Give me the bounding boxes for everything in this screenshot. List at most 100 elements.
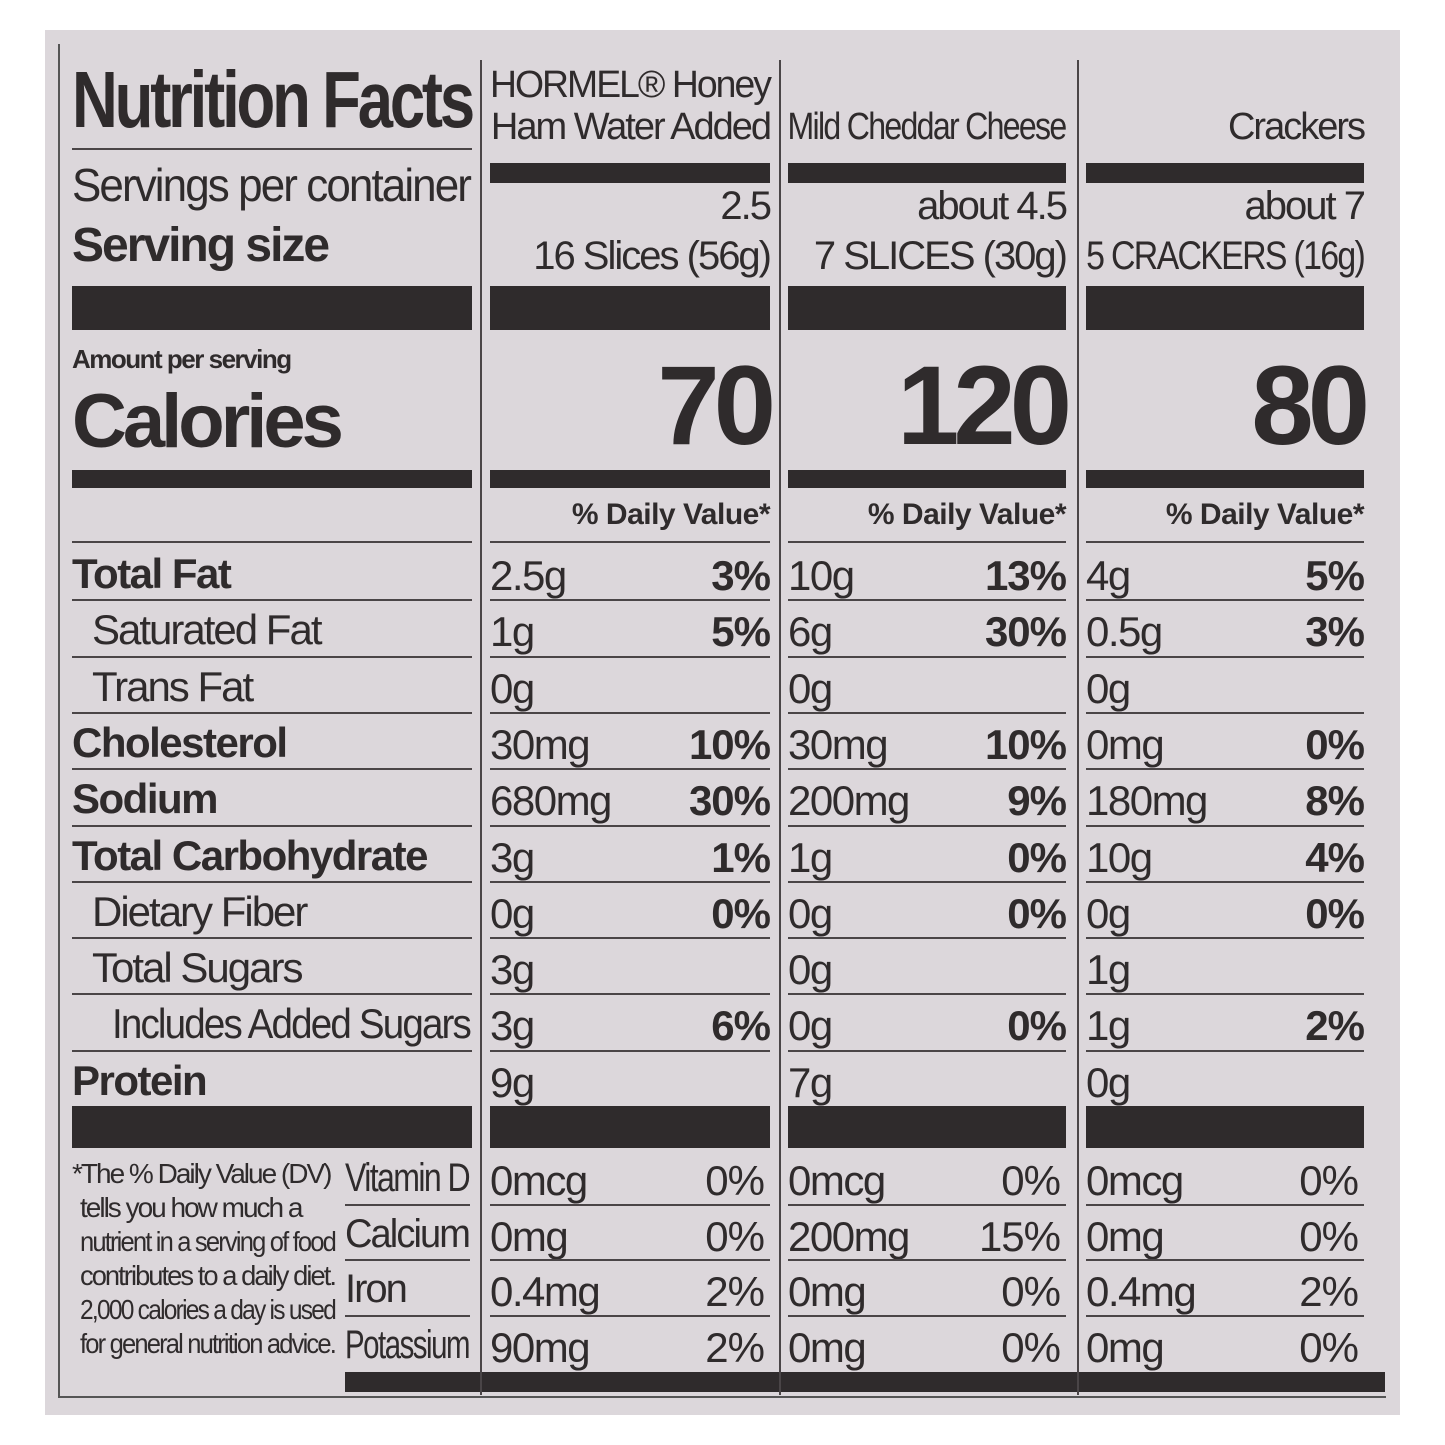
calories-value: 80: [1251, 343, 1370, 468]
medium-bar: [788, 470, 1066, 488]
nutrient-amount: 1g: [1086, 1002, 1131, 1050]
amount-per-serving: Amount per serving: [72, 344, 292, 374]
thick-bar: [788, 1106, 1066, 1148]
nutrient-dv: 0%: [1305, 720, 1365, 768]
column-divider: [480, 60, 482, 1395]
nutrient-amount: 0g: [788, 946, 833, 994]
vitamin-label: Iron: [345, 1267, 408, 1311]
row-rule: [1086, 1259, 1364, 1261]
thick-bar: [490, 286, 770, 330]
vitamin-amount: 200mg: [788, 1212, 910, 1260]
nutrient-amount: 10g: [1086, 833, 1153, 881]
nutrient-dv: 8%: [1305, 777, 1365, 825]
vitamin-amount: 0mg: [788, 1323, 867, 1371]
label-frame: [58, 44, 1386, 1398]
nutrient-amount: 0g: [788, 664, 833, 712]
nutrient-amount: 0.5g: [1086, 608, 1163, 656]
thick-bar: [490, 163, 770, 183]
nutrient-amount: 1g: [490, 608, 535, 656]
row-rule: [490, 993, 770, 996]
vitamin-dv: 0%: [1001, 1268, 1061, 1315]
vitamin-amount: 0mg: [1086, 1212, 1165, 1260]
vitamin-dv: 2%: [705, 1323, 765, 1371]
footnote-line: for general nutrition advice.: [80, 1328, 337, 1359]
product-name: Ham Water Added: [490, 106, 772, 148]
dv-rule: [490, 541, 770, 543]
serving-size-value: 16 Slices (56g): [533, 234, 772, 278]
nutrient-amount: 7g: [788, 1058, 833, 1106]
nutrient-amount: 3g: [490, 833, 535, 881]
servings-value: 2.5: [720, 184, 772, 228]
row-rule: [490, 1314, 770, 1317]
vitamin-dv: 0%: [705, 1157, 765, 1204]
vitamin-amount: 0mcg: [788, 1157, 886, 1204]
vitamin-amount: 0mg: [490, 1212, 569, 1260]
thick-bar: [1086, 286, 1364, 330]
thick-bar: [1086, 163, 1364, 183]
nutrient-label: Total Carbohydrate: [72, 831, 428, 879]
servings-label: Servings per container: [72, 159, 472, 211]
vitamin-dv: 0%: [1299, 1157, 1359, 1204]
title-rule: [72, 148, 472, 150]
nutrient-dv: 1%: [711, 833, 771, 881]
nutrient-amount: 9g: [490, 1058, 535, 1106]
column-divider: [1077, 60, 1079, 1395]
row-rule: [490, 1049, 770, 1052]
vitamin-dv: 0%: [1001, 1323, 1061, 1371]
vitamin-dv: 2%: [705, 1268, 765, 1315]
row-rule: [490, 1259, 770, 1261]
nutrient-amount: 0g: [1086, 889, 1131, 937]
nutrient-label: Dietary Fiber: [92, 887, 308, 935]
thick-bar: [1086, 1106, 1364, 1148]
row-rule: [788, 937, 1066, 940]
row-rule: [490, 711, 770, 714]
vitamin-label: Potassium: [345, 1322, 470, 1367]
row-rule: [1086, 1203, 1364, 1206]
thick-bar: [72, 286, 472, 330]
nutrient-dv: 5%: [711, 608, 771, 656]
nutrient-amount: 3g: [490, 1002, 535, 1050]
row-rule: [788, 993, 1066, 996]
nutrient-amount: 0g: [788, 1002, 833, 1050]
row-rule: [72, 880, 472, 883]
vitamin-dv: 0%: [1299, 1212, 1359, 1260]
footnote-line: *The % Daily Value (DV): [72, 1158, 332, 1189]
thick-bar: [490, 1106, 770, 1148]
vitamin-dv: 0%: [1299, 1323, 1359, 1371]
nutrient-dv: 10%: [984, 720, 1067, 768]
row-rule: [788, 768, 1066, 771]
footnote-line: nutrient in a serving of food: [80, 1226, 337, 1257]
row-rule: [1086, 993, 1364, 996]
nutrition-label: [45, 30, 1400, 1415]
nutrient-dv: 3%: [711, 552, 771, 599]
product-name: Crackers: [1227, 106, 1366, 148]
vitamin-dv: 0%: [1001, 1157, 1061, 1204]
vitamin-dv: 0%: [705, 1212, 765, 1260]
nutrient-dv: 13%: [984, 552, 1067, 599]
row-rule: [1086, 768, 1364, 771]
nutrient-amount: 180mg: [1086, 777, 1208, 825]
thick-bar: [788, 163, 1066, 183]
vitamin-label: Calcium: [345, 1211, 471, 1256]
nutrient-amount: 4g: [1086, 552, 1131, 599]
row-rule: [345, 1314, 470, 1317]
bottom-bar: [345, 1372, 1385, 1392]
nutrient-dv: 3%: [1305, 608, 1365, 656]
dv-rule: [788, 541, 1066, 543]
row-rule: [1086, 1314, 1364, 1317]
row-rule: [345, 1203, 470, 1206]
nutrient-label: Total Sugars: [92, 944, 303, 992]
row-rule: [490, 824, 770, 827]
nutrient-dv: 4%: [1305, 833, 1365, 881]
row-rule: [1086, 599, 1364, 602]
row-rule: [490, 655, 770, 658]
nutrient-amount: 30mg: [788, 720, 889, 768]
serving-size-value: 5 CRACKERS (16g): [1086, 234, 1366, 278]
nutrient-dv: 0%: [1305, 889, 1365, 937]
serving-size-label: Serving size: [72, 219, 330, 272]
nutrient-amount: 680mg: [490, 777, 612, 825]
row-rule: [1086, 1049, 1364, 1052]
nutrient-amount: 0g: [1086, 664, 1131, 712]
nutrient-amount: 2.5g: [490, 552, 567, 599]
nutrient-dv: 30%: [984, 608, 1067, 656]
